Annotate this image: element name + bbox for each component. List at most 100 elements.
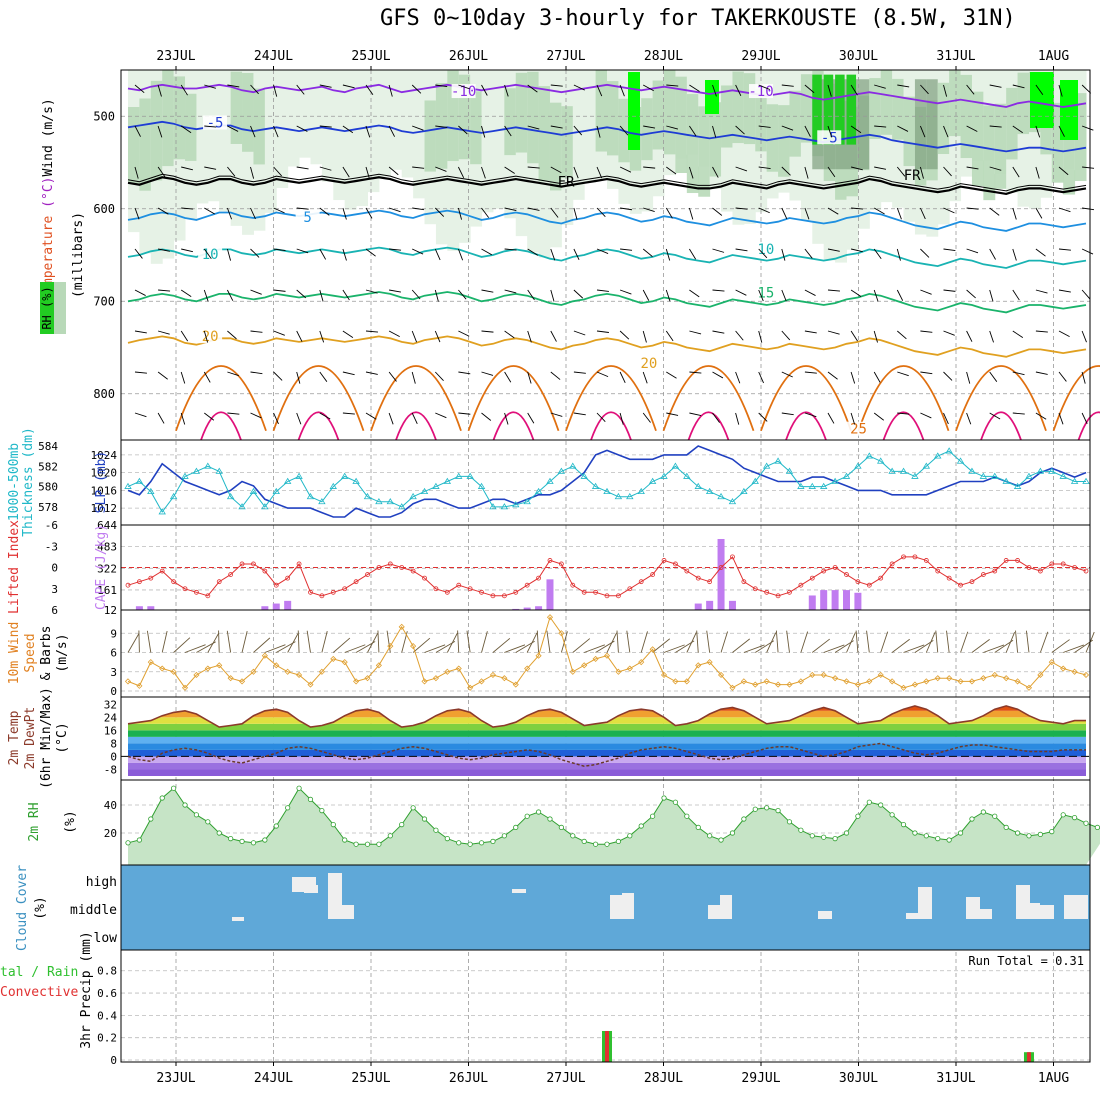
wind-barb bbox=[689, 330, 702, 335]
cape-bar bbox=[728, 600, 736, 610]
thickness-marker bbox=[238, 503, 246, 510]
wind-barb bbox=[827, 207, 839, 215]
rh-shade-band bbox=[1006, 87, 1019, 160]
wind10-marker bbox=[398, 623, 405, 630]
wind10-marker bbox=[467, 684, 474, 691]
rh-marker bbox=[855, 813, 861, 819]
wind-barb bbox=[596, 166, 603, 179]
wind-barb bbox=[804, 125, 811, 137]
wind10-barb bbox=[903, 644, 925, 653]
rh-marker bbox=[250, 840, 257, 846]
cloud-block bbox=[720, 895, 732, 919]
isotherm-hot-arc bbox=[785, 411, 827, 441]
wind-barb bbox=[1058, 125, 1065, 137]
rh-marker bbox=[524, 813, 530, 819]
wind10-barb bbox=[1025, 630, 1030, 653]
rh-shade-band bbox=[983, 105, 996, 201]
wind10-marker bbox=[455, 665, 462, 672]
rh-marker bbox=[889, 812, 895, 818]
temp-tick-label: 16 bbox=[104, 724, 117, 737]
lifted-index-marker bbox=[980, 572, 986, 577]
wind-barb bbox=[296, 84, 305, 95]
temp-color-band bbox=[128, 769, 1086, 776]
wind-barb bbox=[966, 166, 979, 170]
rh-shade-band bbox=[470, 91, 483, 165]
date-label-bottom: 1AUG bbox=[1038, 1071, 1069, 1086]
isotherm-line bbox=[127, 173, 1087, 192]
wind10-barb bbox=[1051, 639, 1070, 653]
lifted-index-marker bbox=[1015, 558, 1020, 563]
wind10-barb bbox=[226, 630, 232, 653]
lifted-index-marker bbox=[855, 579, 861, 585]
thickness-marker bbox=[1013, 482, 1022, 489]
rh-shade-band bbox=[857, 79, 870, 170]
wind-barb bbox=[250, 166, 255, 179]
wind-barb bbox=[1058, 166, 1069, 176]
wind-barb bbox=[827, 84, 832, 97]
rh-shade-band bbox=[880, 70, 893, 203]
contour-label: 10 bbox=[757, 242, 774, 258]
rh-marker bbox=[387, 833, 393, 839]
rh-shade-band bbox=[344, 70, 357, 210]
pressure-tick-label: 500 bbox=[93, 109, 115, 123]
rh-marker bbox=[285, 805, 291, 811]
wind-barb bbox=[1035, 289, 1048, 294]
cape-bar bbox=[546, 579, 554, 610]
rh-shade-band bbox=[812, 74, 822, 145]
lifted-index-marker bbox=[741, 579, 747, 585]
wind10-barb bbox=[880, 631, 889, 653]
wind-barb bbox=[596, 84, 603, 97]
rh-shade-band bbox=[732, 70, 745, 225]
wind-barb bbox=[1035, 371, 1048, 375]
lifted-index-marker bbox=[1072, 565, 1077, 570]
date-label-bottom: 28JUL bbox=[644, 1071, 683, 1086]
thickness-marker bbox=[1002, 477, 1010, 484]
cloud-block bbox=[906, 913, 918, 919]
date-label-bottom: 30JUL bbox=[839, 1071, 878, 1086]
wind10-marker bbox=[238, 678, 246, 685]
thickness-marker bbox=[249, 487, 258, 495]
rh-shade-band bbox=[527, 71, 540, 164]
contour-label: 25 bbox=[850, 422, 867, 438]
wind-barb bbox=[296, 125, 308, 132]
wind-barb bbox=[412, 207, 425, 211]
wind-barb bbox=[966, 248, 979, 254]
wind-barb bbox=[735, 289, 747, 296]
wind-barb bbox=[226, 289, 234, 301]
wind10-marker bbox=[1003, 675, 1010, 682]
contour-label-bg bbox=[749, 84, 773, 99]
wind10-marker bbox=[911, 681, 918, 688]
rh-marker bbox=[832, 835, 838, 842]
rh-shade-band bbox=[424, 100, 437, 172]
rh-marker bbox=[319, 807, 325, 814]
wind-barb bbox=[966, 371, 971, 384]
rh-shade-band bbox=[743, 73, 756, 145]
wind-barb bbox=[827, 248, 840, 252]
rh-shade-band bbox=[561, 106, 574, 178]
date-label-bottom: 26JUL bbox=[449, 1071, 488, 1086]
precip-convective-label: Convective bbox=[0, 985, 78, 1000]
thickness-marker bbox=[466, 472, 474, 479]
cape-bar bbox=[535, 606, 543, 610]
wind10-barb bbox=[367, 632, 379, 653]
cloud-block bbox=[1016, 885, 1030, 919]
wind10-marker bbox=[592, 655, 599, 662]
thickness-marker bbox=[671, 462, 680, 469]
precip-convective-bar bbox=[605, 1030, 609, 1062]
wind-barb bbox=[296, 207, 309, 210]
rh-marker bbox=[444, 835, 450, 842]
rh-shade-band bbox=[584, 70, 597, 183]
lifted-index-marker bbox=[1083, 568, 1089, 574]
wind10-marker bbox=[170, 668, 177, 675]
wind-barb bbox=[504, 412, 509, 425]
wind-barb bbox=[134, 207, 140, 220]
wind-barb bbox=[365, 125, 371, 138]
wind10-barb bbox=[786, 630, 790, 653]
wind10-barb bbox=[412, 637, 431, 653]
lifted-index-marker bbox=[228, 572, 234, 577]
wind-barb bbox=[273, 248, 286, 252]
wind10-marker bbox=[706, 659, 713, 666]
wind-barb bbox=[920, 330, 933, 333]
lifted-index-marker bbox=[456, 582, 462, 588]
wind10-barb bbox=[218, 630, 220, 653]
